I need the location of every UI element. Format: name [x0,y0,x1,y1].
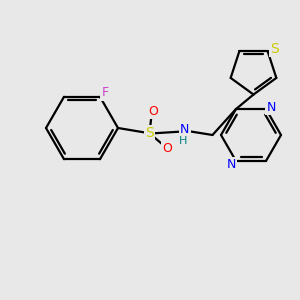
Text: N: N [266,100,276,113]
Text: H: H [178,136,187,146]
Text: N: N [226,158,236,172]
Text: S: S [145,126,154,140]
Text: O: O [163,142,172,155]
Text: N: N [180,123,189,136]
Text: F: F [101,86,109,99]
Text: S: S [270,42,279,56]
Text: O: O [148,105,158,118]
